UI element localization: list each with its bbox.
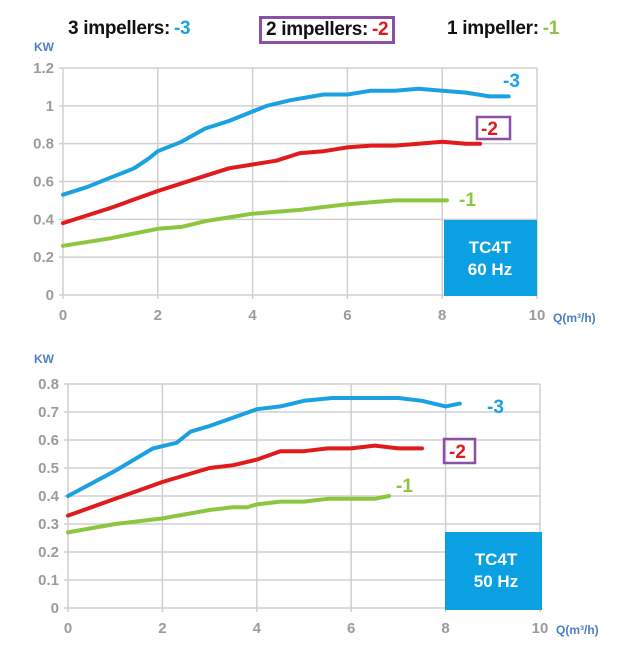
y-tick-label: 0.4 — [33, 211, 55, 228]
legend-1-impeller: 1 impeller: -1 — [447, 18, 559, 40]
series-label-2: -2 — [481, 119, 498, 140]
legend-label: 2 impellers: — [266, 19, 369, 40]
y-tick-label: 0.6 — [33, 174, 54, 191]
model-box-line2: 50 Hz — [474, 572, 518, 591]
x-tick-label: 0 — [64, 620, 72, 637]
x-axis-label: Q(m³/h) — [553, 311, 596, 325]
series-label-2-box — [442, 437, 477, 465]
y-tick-label: 0 — [51, 600, 59, 617]
y-tick-label: 0.5 — [38, 460, 59, 477]
series-line-2 — [66, 443, 424, 518]
chart-50hz: KW 0 0.1 0.2 0.3 0.4 0.5 0.6 0.7 0.8 0 2 4 6 8 10 Q(m… — [34, 352, 599, 637]
y-axis-label: KW — [34, 352, 55, 366]
series-line-3 — [61, 86, 511, 197]
y-tick-label: 0.3 — [38, 516, 59, 533]
series-label-3: -3 — [503, 71, 520, 92]
series-lines — [66, 396, 462, 535]
chart-60hz: KW 0 0.2 0.4 0.6 0.8 1 1.2 0 2 4 6 8 10 Q(m³/h) TC4… — [33, 40, 596, 325]
y-tick-label: 1.2 — [33, 60, 54, 77]
y-tick-label: 0.4 — [38, 488, 60, 505]
x-tick-label: 10 — [532, 620, 549, 637]
model-box-line1: TC4T — [469, 238, 512, 257]
model-box — [445, 532, 542, 610]
x-tick-label: 8 — [438, 307, 446, 324]
series-label-3: -3 — [487, 397, 504, 418]
series-line-3 — [66, 396, 462, 498]
series-line-2 — [61, 139, 483, 226]
x-tick-label: 8 — [441, 620, 449, 637]
x-tick-label: 10 — [529, 307, 546, 324]
y-tick-label: 0.6 — [38, 432, 59, 449]
y-tick-label: 1 — [46, 98, 54, 115]
grid — [59, 67, 538, 299]
legend-code: -3 — [174, 18, 191, 39]
legend-label: 1 impeller: — [447, 18, 539, 39]
model-box — [444, 220, 537, 296]
y-tick-label: 0.7 — [38, 404, 59, 421]
series-line-1 — [61, 198, 449, 248]
series-label-1: -1 — [459, 190, 476, 211]
model-box-line1: TC4T — [475, 550, 518, 569]
x-tick-label: 0 — [59, 307, 67, 324]
y-tick-label: 0.8 — [38, 376, 59, 393]
x-ticks: 0 2 4 6 8 10 — [64, 620, 549, 637]
y-tick-label: 0.2 — [38, 544, 59, 561]
x-tick-label: 2 — [158, 620, 166, 637]
legend-code: -1 — [542, 18, 560, 39]
y-tick-label: 0.2 — [33, 249, 54, 266]
legend-label: 3 impellers: — [68, 18, 171, 39]
model-box-line2: 60 Hz — [468, 260, 512, 279]
y-tick-label: 0.1 — [38, 572, 59, 589]
y-ticks: 0 0.1 0.2 0.3 0.4 0.5 0.6 0.7 0.8 — [38, 376, 60, 617]
legend-2-impellers: 2 impellers: -2 — [259, 16, 396, 44]
x-axis-label: Q(m³/h) — [556, 623, 599, 637]
y-axis-label: KW — [34, 40, 55, 54]
series-label-2-box — [475, 115, 512, 141]
legend-3-impellers: 3 impellers: -3 — [68, 18, 191, 40]
legend-code: -2 — [372, 19, 389, 40]
series-label-2: -2 — [449, 442, 466, 463]
x-tick-label: 2 — [154, 307, 162, 324]
x-ticks: 0 2 4 6 8 10 — [59, 307, 546, 324]
y-ticks: 0 0.2 0.4 0.6 0.8 1 1.2 — [33, 60, 55, 304]
series-lines — [61, 86, 511, 248]
x-tick-label: 6 — [343, 307, 351, 324]
y-tick-label: 0.8 — [33, 136, 54, 153]
series-line-1 — [66, 494, 391, 535]
series-label-1: -1 — [396, 476, 413, 497]
x-tick-label: 6 — [347, 620, 355, 637]
y-tick-label: 0 — [46, 287, 54, 304]
x-tick-label: 4 — [253, 620, 262, 637]
x-tick-label: 4 — [248, 307, 257, 324]
